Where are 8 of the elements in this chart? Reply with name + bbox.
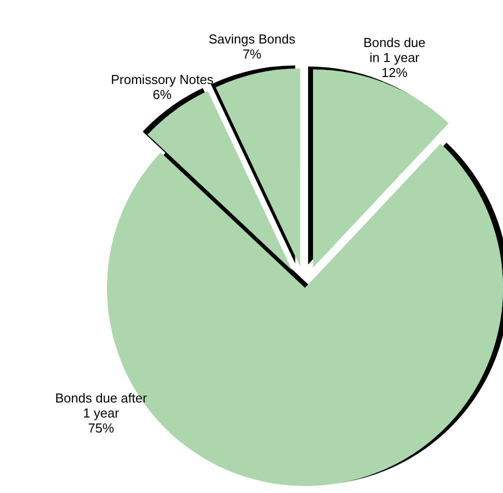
data-label: 7% [242, 46, 262, 62]
slice-label: Bonds due in 1 year [363, 35, 426, 66]
data-label: 75% [88, 420, 114, 436]
slice-label: Savings Bonds [208, 31, 296, 46]
data-label: 12% [381, 65, 408, 80]
slice-label: Promissory Notes [110, 72, 214, 87]
slice-label: Bonds due after 1 year [55, 390, 148, 420]
data-label: 6% [152, 86, 172, 102]
